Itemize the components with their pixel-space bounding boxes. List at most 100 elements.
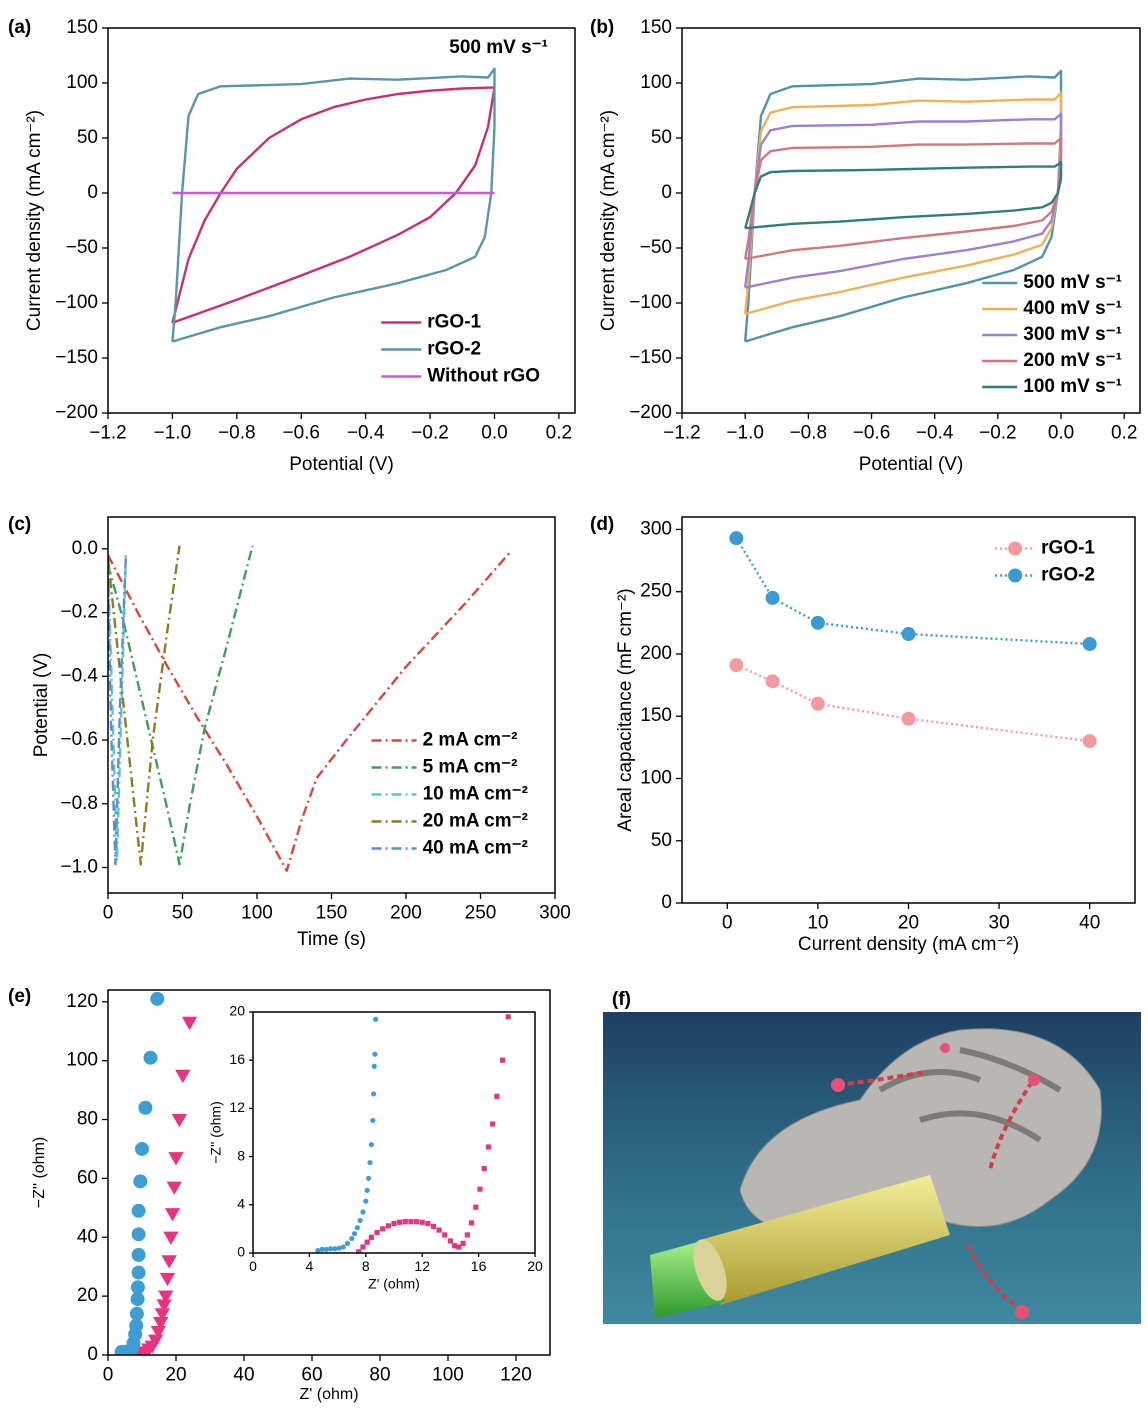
marker xyxy=(477,1186,483,1192)
x-tick-label: 50 xyxy=(172,902,193,923)
series-line xyxy=(108,555,128,863)
y-tick-label: −0.2 xyxy=(60,602,98,623)
plot-frame xyxy=(681,516,1136,904)
plot-area xyxy=(315,1014,511,1253)
yellow-electrode xyxy=(700,1175,950,1305)
marker xyxy=(159,1272,176,1287)
marker xyxy=(1008,541,1023,556)
series-line xyxy=(171,67,496,343)
panel-label: (c) xyxy=(8,514,31,535)
y-tick-label: 0 xyxy=(661,182,672,203)
marker xyxy=(130,1292,145,1307)
y-tick-label: 0 xyxy=(87,182,98,203)
y-tick-label: 60 xyxy=(77,1167,98,1188)
marker xyxy=(402,1219,408,1225)
x-tick-label: −0.2 xyxy=(979,422,1017,443)
x-tick-label: 30 xyxy=(989,912,1010,933)
marker xyxy=(468,1220,475,1226)
y-tick-label: 20 xyxy=(229,1003,245,1019)
ion-path xyxy=(837,1070,1034,1312)
marker xyxy=(729,658,744,673)
marker xyxy=(138,1100,153,1115)
x-tick-label: 60 xyxy=(301,1364,322,1385)
ion xyxy=(940,1043,950,1053)
marker xyxy=(374,1229,380,1236)
marker xyxy=(371,1063,377,1069)
marker xyxy=(332,1246,338,1252)
y-tick-label: −50 xyxy=(66,237,98,258)
y-tick-label: −100 xyxy=(55,292,98,313)
y-tick-label: 40 xyxy=(77,1226,98,1247)
plot-frame xyxy=(681,27,1141,414)
x-tick-label: 8 xyxy=(362,1258,370,1274)
plot-area xyxy=(108,545,512,872)
y-tick-label: 0.0 xyxy=(72,538,98,559)
y-tick-label: 50 xyxy=(651,127,672,148)
marker xyxy=(129,1318,144,1333)
marker xyxy=(499,1057,506,1063)
marker xyxy=(397,1219,403,1225)
marker xyxy=(315,1247,321,1253)
x-tick-label: 20 xyxy=(898,912,919,933)
x-tick-label: 0 xyxy=(103,1364,114,1385)
marker xyxy=(385,1223,391,1229)
x-axis-label: Z' (ohm) xyxy=(299,1386,358,1403)
y-tick-label: 50 xyxy=(651,830,672,851)
y-tick-label: 4 xyxy=(237,1196,245,1212)
x-tick-label: 0 xyxy=(249,1258,257,1274)
marker xyxy=(130,1280,145,1295)
legend-label: rGO-2 xyxy=(1041,565,1095,586)
marker xyxy=(413,1219,420,1225)
marker xyxy=(366,1175,372,1181)
x-tick-label: 4 xyxy=(306,1258,314,1274)
legend-label: Without rGO xyxy=(427,366,540,387)
inset-background xyxy=(253,1012,535,1253)
marker xyxy=(452,1243,458,1249)
marker xyxy=(131,1227,146,1242)
marker xyxy=(368,1141,375,1148)
marker xyxy=(336,1245,342,1251)
marker xyxy=(430,1223,437,1230)
marker xyxy=(810,696,825,711)
pores xyxy=(878,1047,1062,1143)
marker xyxy=(505,1014,511,1020)
y-tick-label: 12 xyxy=(229,1099,245,1115)
y-axis-label: Current density (mA cm⁻²) xyxy=(24,110,45,331)
plot-area xyxy=(743,69,1063,343)
marker xyxy=(175,1069,191,1084)
x-tick-label: 150 xyxy=(316,902,348,923)
series-line xyxy=(743,91,1063,316)
x-tick-label: 0.2 xyxy=(1111,422,1137,443)
x-axis-label: Time (s) xyxy=(297,929,366,950)
marker xyxy=(153,1317,169,1331)
y-tick-label: 120 xyxy=(66,991,98,1012)
marker xyxy=(360,1244,366,1250)
x-axis-label: Potential (V) xyxy=(859,454,964,475)
marker xyxy=(143,1050,158,1065)
marker xyxy=(131,1265,146,1280)
marker xyxy=(323,1246,329,1252)
marker xyxy=(1008,568,1023,583)
x-axis-label: Potential (V) xyxy=(289,454,394,475)
panel-label: (b) xyxy=(590,17,614,38)
marker xyxy=(436,1227,442,1233)
marker xyxy=(356,1249,362,1253)
marker xyxy=(1082,637,1097,652)
y-tick-label: 50 xyxy=(77,127,98,148)
marker xyxy=(327,1246,334,1252)
marker xyxy=(810,615,825,630)
y-tick-label: 300 xyxy=(640,518,672,539)
x-tick-label: 40 xyxy=(233,1364,254,1385)
legend-label: 40 mA cm⁻² xyxy=(423,838,528,859)
x-axis-label: Current density (mA cm⁻²) xyxy=(798,934,1019,955)
y-tick-label: 150 xyxy=(66,17,98,38)
legend-label: rGO-1 xyxy=(1041,538,1095,559)
y-tick-label: −0.8 xyxy=(60,793,98,814)
marker xyxy=(319,1246,325,1252)
y-tick-label: 150 xyxy=(640,17,672,38)
marker xyxy=(372,1051,378,1057)
marker xyxy=(481,1166,487,1172)
series-line xyxy=(743,136,1063,261)
marker xyxy=(373,1016,379,1022)
legend-label: rGO-2 xyxy=(427,339,481,360)
